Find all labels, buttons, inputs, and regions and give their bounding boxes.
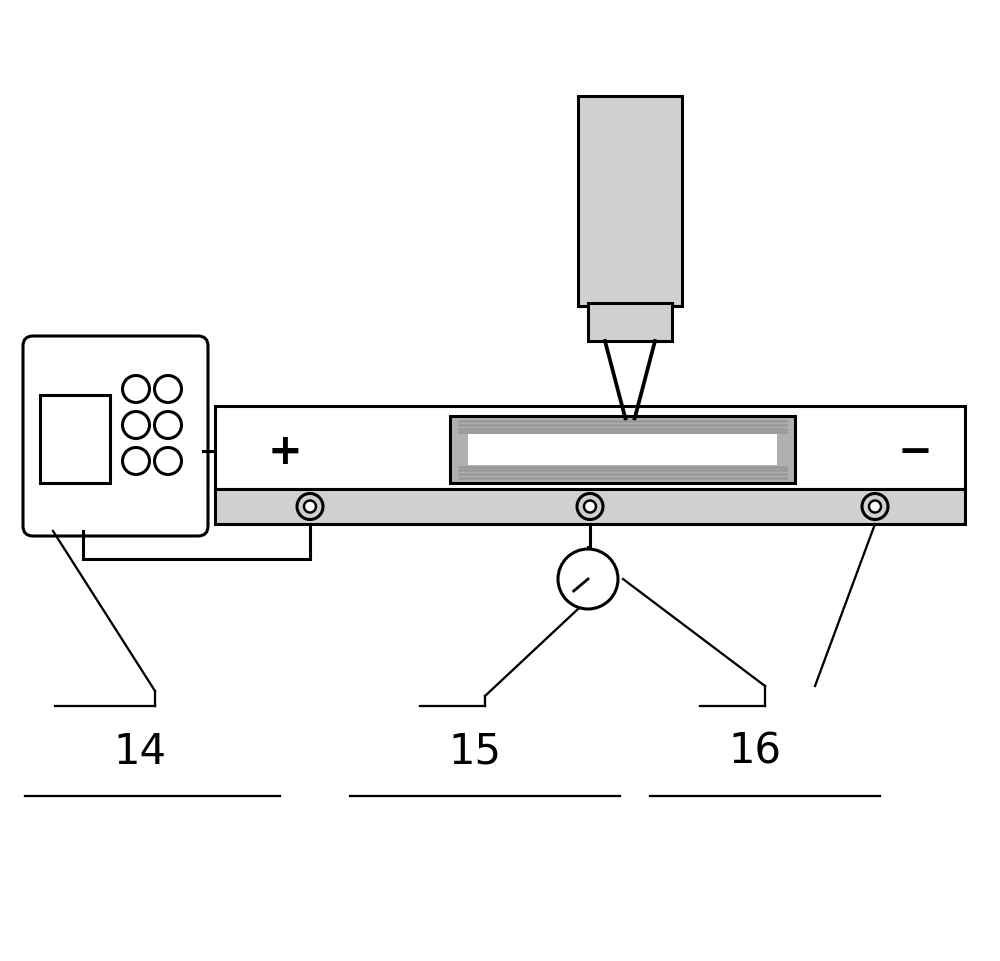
Circle shape [123,412,150,439]
Circle shape [304,501,316,513]
Bar [40,396,110,483]
Circle shape [123,448,150,475]
Circle shape [155,412,182,439]
Circle shape [584,501,596,513]
Circle shape [862,494,888,520]
Text: 15: 15 [449,730,502,773]
Circle shape [123,376,150,403]
Text: 16: 16 [729,730,782,773]
Bar [450,416,795,483]
Circle shape [297,494,323,520]
Text: 14: 14 [114,730,167,773]
Bar [215,407,965,489]
Circle shape [558,550,618,609]
Circle shape [577,494,603,520]
Bar [450,416,795,483]
Bar [468,434,777,465]
Circle shape [155,376,182,403]
Bar [578,97,682,307]
Circle shape [869,501,881,513]
Text: +: + [268,431,302,473]
Bar [588,304,672,342]
Bar [215,489,965,525]
Circle shape [155,448,182,475]
Text: −: − [898,431,932,473]
FancyBboxPatch shape [23,336,208,536]
